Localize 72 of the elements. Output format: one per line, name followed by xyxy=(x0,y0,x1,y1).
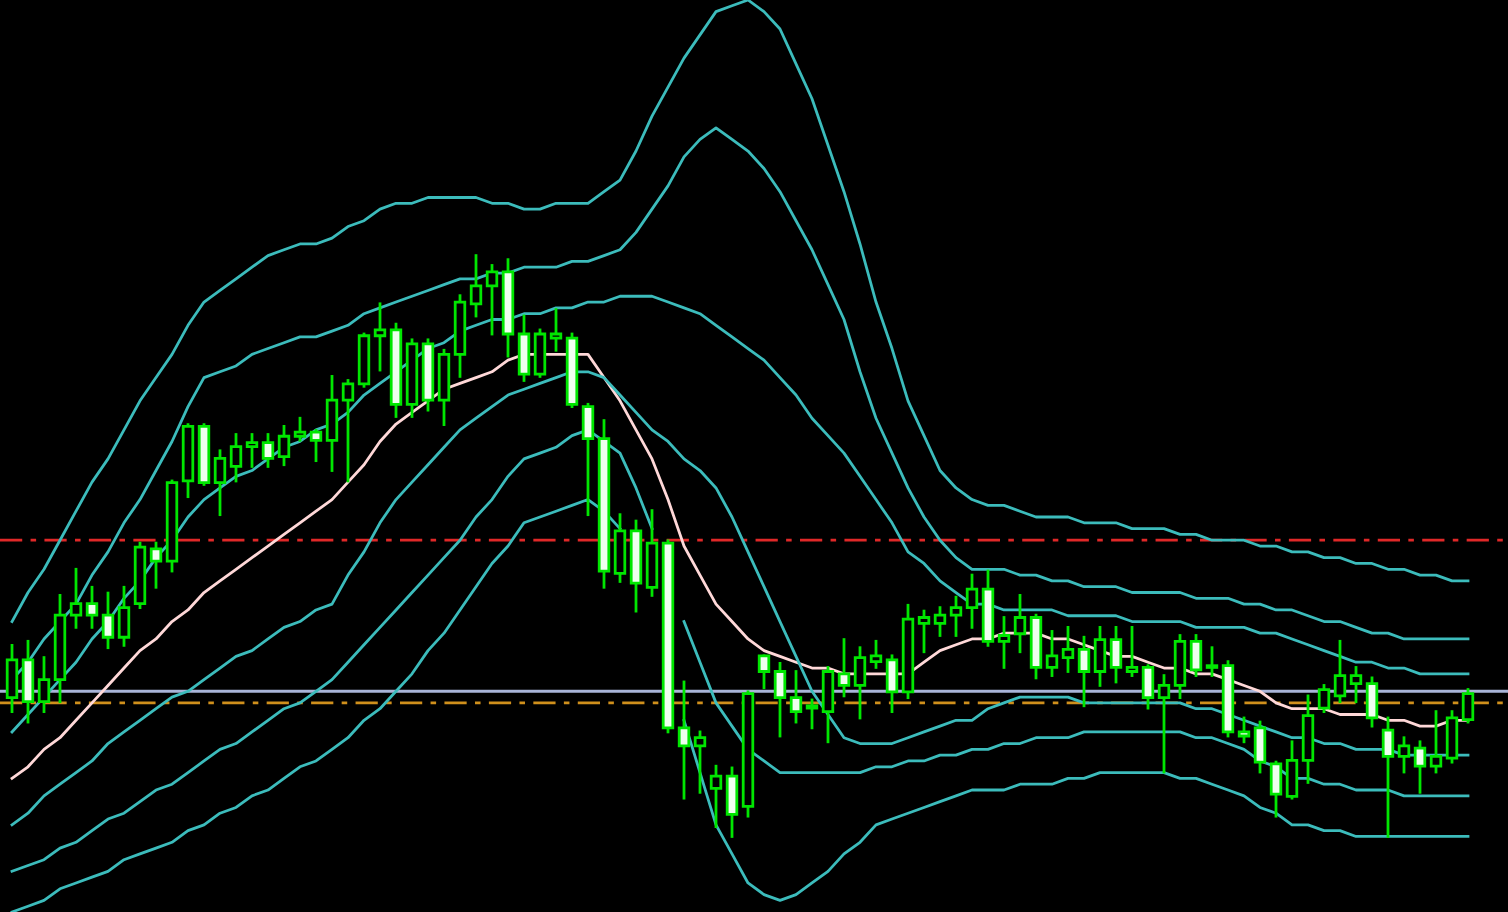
candlestick xyxy=(725,766,739,838)
candlestick xyxy=(581,402,595,517)
candlestick xyxy=(1397,736,1411,774)
candlestick xyxy=(213,449,227,517)
candlestick xyxy=(1077,635,1091,708)
candlestick xyxy=(117,585,131,647)
candlestick xyxy=(853,646,867,720)
candlestick xyxy=(917,609,931,654)
candlestick xyxy=(1381,716,1395,838)
candlestick xyxy=(101,591,115,650)
candlestick xyxy=(1253,720,1267,774)
candlestick xyxy=(1157,674,1171,774)
candlestick xyxy=(517,314,531,382)
candlestick xyxy=(1269,760,1283,818)
candlestick xyxy=(1141,664,1155,710)
candlestick xyxy=(1189,634,1203,677)
candlestick xyxy=(1349,666,1363,704)
candlestick xyxy=(37,656,51,713)
candlestick xyxy=(1333,639,1347,704)
candlestick xyxy=(1445,710,1459,764)
candlestick xyxy=(1429,710,1443,774)
candlestick xyxy=(21,639,35,724)
candlestick xyxy=(645,509,659,597)
candlestick xyxy=(85,585,99,629)
candlestick xyxy=(69,567,83,629)
candlestick xyxy=(997,616,1011,669)
candlestick xyxy=(1013,594,1027,654)
candlestick xyxy=(1045,630,1059,677)
candlestick xyxy=(485,264,499,336)
candlestick xyxy=(965,573,979,629)
candlestick xyxy=(837,638,851,698)
candlestick xyxy=(293,416,307,442)
candlestick xyxy=(229,433,243,483)
candlestick xyxy=(1061,625,1075,673)
candlestick xyxy=(949,595,963,637)
candlestick xyxy=(261,433,275,468)
candlestick xyxy=(1109,625,1123,684)
candlestick xyxy=(1301,694,1315,784)
candlestick xyxy=(277,424,291,467)
candlestick xyxy=(533,328,547,378)
candlestick xyxy=(245,433,259,468)
candlestick xyxy=(1413,740,1427,794)
candlestick xyxy=(693,730,707,794)
candlestick xyxy=(805,698,819,730)
candlestick xyxy=(613,513,627,583)
candlestick xyxy=(1365,676,1379,728)
candlestick xyxy=(1173,634,1187,700)
candlestick xyxy=(437,348,451,427)
candlestick xyxy=(1205,646,1219,677)
candlestick xyxy=(933,606,947,637)
candlestick xyxy=(309,429,323,463)
candlestick xyxy=(1317,684,1331,713)
candlestick xyxy=(773,661,787,738)
candlestick xyxy=(1125,625,1139,677)
candlestick xyxy=(677,680,691,800)
candlestick xyxy=(373,302,387,372)
candlestick xyxy=(549,308,563,352)
candlestick xyxy=(5,643,19,713)
candlestick xyxy=(1285,740,1299,800)
candlestick xyxy=(149,541,163,589)
candlestick xyxy=(869,639,883,669)
candlestick xyxy=(1237,716,1251,744)
candlestick xyxy=(469,254,483,318)
candlestick xyxy=(325,375,339,472)
candlestick xyxy=(1093,625,1107,687)
candlestick xyxy=(1461,688,1475,724)
candlestick xyxy=(709,764,723,828)
candlestick xyxy=(821,666,835,744)
candlestick xyxy=(789,670,803,724)
candlestick xyxy=(757,654,771,690)
candlestick xyxy=(885,654,899,713)
candlestick xyxy=(341,379,355,483)
